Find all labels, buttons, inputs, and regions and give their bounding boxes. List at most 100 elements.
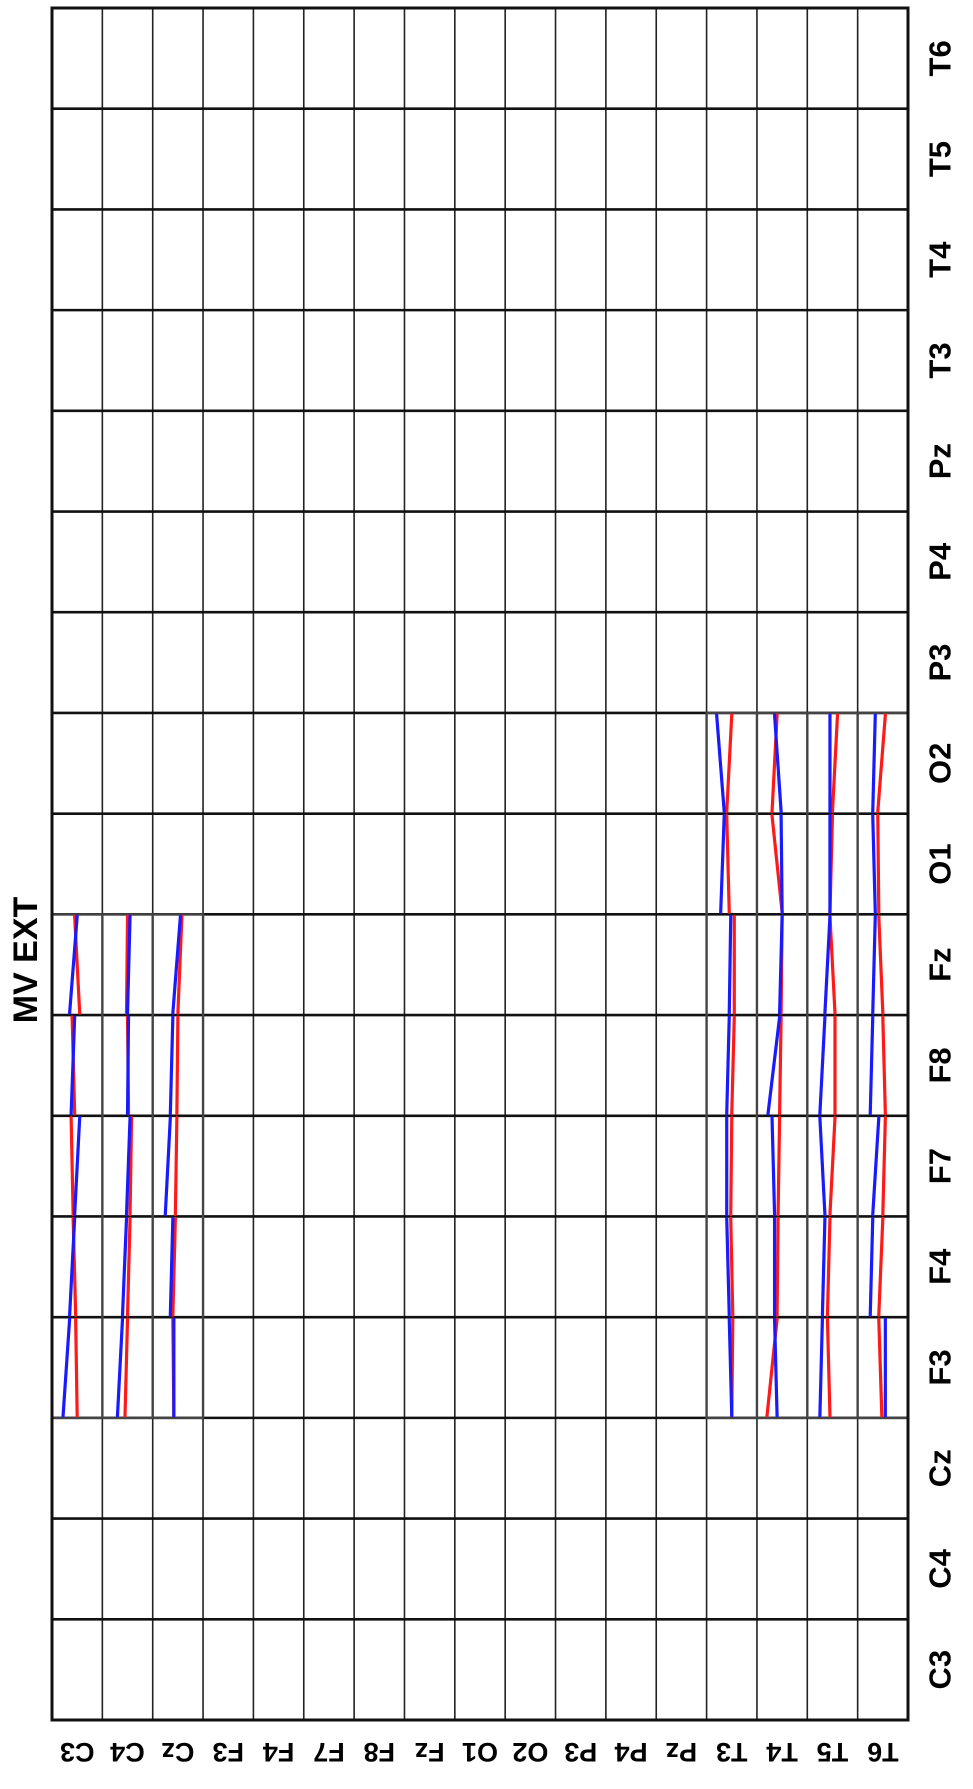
blue-trace <box>871 713 877 814</box>
red-trace <box>69 1116 75 1217</box>
red-trace <box>828 914 837 1015</box>
column-label: T3 <box>923 342 958 378</box>
row-label: O2 <box>512 1737 548 1767</box>
red-trace <box>729 1116 734 1217</box>
column-label: O1 <box>923 843 958 884</box>
red-trace <box>176 914 184 1015</box>
red-trace <box>876 713 887 814</box>
red-trace <box>123 1317 130 1418</box>
column-label: T4 <box>923 241 958 278</box>
red-trace <box>775 1216 780 1317</box>
blue-trace <box>125 1015 131 1116</box>
blue-trace <box>68 1216 77 1317</box>
blue-trace <box>168 1216 175 1317</box>
row-label: T6 <box>867 1737 899 1767</box>
blue-trace <box>871 1116 881 1217</box>
blue-trace <box>818 1116 827 1217</box>
red-trace <box>175 1015 180 1116</box>
column-label: Cz <box>923 1449 958 1487</box>
blue-trace <box>725 1015 731 1116</box>
red-trace <box>877 914 885 1015</box>
blue-trace <box>777 914 784 1015</box>
blue-trace <box>68 914 79 1015</box>
matrix-block-borders <box>50 711 910 1420</box>
column-label: Pz <box>923 443 958 479</box>
blue-trace <box>871 814 877 914</box>
red-trace <box>777 1015 783 1116</box>
red-trace <box>730 1015 736 1116</box>
blue-trace <box>719 814 726 914</box>
row-label: O1 <box>462 1737 498 1767</box>
column-label: P3 <box>923 644 958 682</box>
row-label: F8 <box>364 1737 396 1767</box>
blue-trace <box>61 1317 72 1418</box>
blue-trace <box>818 1317 825 1418</box>
blue-trace <box>823 914 832 1015</box>
row-label: Pz <box>666 1737 698 1767</box>
matrix-traces <box>61 713 887 1418</box>
blue-trace <box>163 1116 172 1217</box>
red-trace <box>171 1216 177 1317</box>
blue-trace <box>868 1015 875 1116</box>
matrix-grid <box>52 8 908 1720</box>
red-trace <box>877 1216 885 1317</box>
blue-trace <box>725 1216 731 1317</box>
red-trace <box>876 814 881 914</box>
blue-trace <box>820 1216 827 1317</box>
blue-trace <box>779 814 784 914</box>
column-label: O2 <box>923 743 958 784</box>
row-label: T4 <box>766 1737 798 1767</box>
blue-trace <box>818 1015 827 1116</box>
red-trace <box>881 1015 887 1116</box>
row-label: T3 <box>716 1737 748 1767</box>
blue-trace <box>69 1015 77 1116</box>
blue-trace <box>115 1317 125 1418</box>
row-label: Fz <box>415 1737 445 1767</box>
matrix-frame <box>50 6 910 1722</box>
red-trace <box>173 1116 179 1217</box>
row-label: C3 <box>60 1737 95 1767</box>
blue-trace <box>171 914 182 1015</box>
row-label: F3 <box>212 1737 244 1767</box>
column-label: T5 <box>923 141 958 177</box>
red-trace <box>776 1116 782 1217</box>
column-label: C4 <box>923 1548 958 1588</box>
row-label: T5 <box>817 1737 849 1767</box>
blue-trace <box>871 914 877 1015</box>
blue-trace <box>766 1015 782 1116</box>
blue-trace <box>73 1116 82 1217</box>
row-label: F7 <box>313 1737 345 1767</box>
column-labels: C3 C4 Cz F3 F4 F7 F8 Fz O1 O2 P3 P4 Pz T3 T4 T5 T6 <box>923 40 958 1689</box>
red-trace <box>725 814 731 914</box>
blue-trace <box>772 713 783 814</box>
row-label: C4 <box>110 1737 145 1767</box>
column-label: T6 <box>923 40 958 76</box>
red-trace <box>825 1216 832 1317</box>
blue-trace <box>168 1015 175 1116</box>
blue-trace <box>124 1116 132 1217</box>
blue-trace <box>727 914 733 1015</box>
column-label: F4 <box>923 1248 958 1285</box>
red-trace <box>74 1317 79 1418</box>
blue-trace <box>120 1216 129 1317</box>
column-label: F7 <box>923 1148 958 1184</box>
row-label: P3 <box>564 1737 597 1767</box>
column-label: F8 <box>923 1047 958 1083</box>
row-label: Cz <box>161 1737 194 1767</box>
column-label: Fz <box>923 947 958 981</box>
blue-trace <box>770 1116 777 1217</box>
blue-trace <box>868 1216 875 1317</box>
row-labels: C3 C4 Cz F3 F4 F7 F8 Fz O1 O2 P3 P4 Pz T3 T4 T5 T6 <box>60 1737 899 1767</box>
red-trace <box>125 1216 132 1317</box>
chart-title: MV EXT <box>7 896 45 1023</box>
blue-trace <box>772 1317 779 1418</box>
blue-trace <box>125 914 132 1015</box>
blue-trace <box>715 713 726 814</box>
column-label: F3 <box>923 1349 958 1385</box>
blue-trace <box>727 1317 734 1418</box>
red-trace <box>729 1216 735 1317</box>
row-label: P4 <box>615 1737 648 1767</box>
red-trace <box>877 1317 884 1418</box>
red-trace <box>725 713 734 814</box>
